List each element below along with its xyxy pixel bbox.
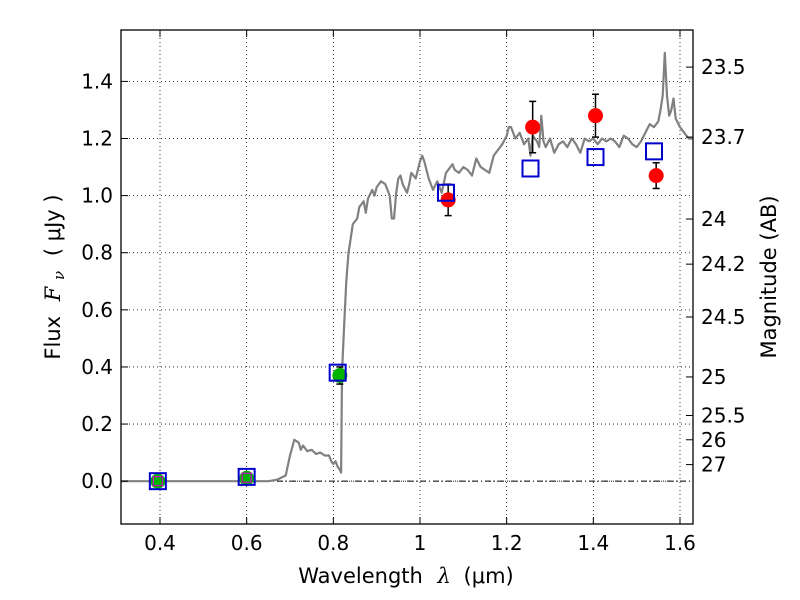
y-axis-title-subscript: ν (50, 271, 68, 280)
green-data-point (332, 368, 348, 384)
x-tick-label: 0.4 (144, 531, 176, 555)
y-tick-label: 0.2 (81, 412, 113, 436)
x-tick-label: 1.6 (664, 531, 696, 555)
model-square-marker (328, 363, 347, 382)
model-square-marker (437, 183, 455, 202)
spectrum-line (121, 51, 693, 483)
plot-frame (120, 29, 694, 525)
model-square-marker (521, 159, 540, 178)
y-tick-label: 0.4 (81, 355, 113, 379)
red-data-point (525, 119, 541, 135)
x-axis-title: Wavelength λ (μm) (298, 564, 513, 588)
y-axis-title-main: Flux (41, 316, 65, 360)
y-tick-label: 1.0 (81, 184, 113, 208)
y2-tick-label: 23.7 (701, 125, 746, 149)
optical-small-marker (152, 476, 163, 487)
y2-tick-label: 24.5 (701, 305, 746, 329)
y2-axis-title: Magnitude (AB) (757, 195, 781, 358)
x-tick-label: 1 (414, 531, 427, 555)
grid-lines (121, 30, 693, 524)
x-axis-title-symbol: λ (437, 564, 451, 588)
y-tick-label: 0.6 (81, 298, 113, 322)
model-square-marker (148, 472, 167, 491)
data-series (121, 51, 693, 491)
y2-tick-label: 25.5 (701, 403, 746, 427)
y-tick-label: 0.8 (81, 241, 113, 265)
model-square-marker (645, 142, 663, 161)
y-axis-title: Flux F ν ( μJy ) (41, 194, 69, 359)
y2-tick-label: 25 (701, 365, 726, 389)
axis-ticks: 0.4 0.6 0.8 1 1.2 1.4 1.6 0.0 0.2 0.4 0.6 0.8 1.0 1.2… (81, 30, 746, 555)
x-axis-title-main: Wavelength (298, 564, 423, 588)
x-axis-title-unit: (μm) (464, 564, 514, 588)
y-tick-label: 0.0 (81, 469, 113, 493)
y-tick-label: 1.4 (81, 69, 113, 93)
x-tick-label: 1.4 (577, 531, 609, 555)
y-tick-label: 1.2 (81, 127, 113, 151)
y2-tick-label: 24 (701, 207, 726, 231)
model-square-marker (586, 148, 605, 167)
y2-tick-label: 26 (701, 428, 726, 452)
y2-tick-label: 23.5 (701, 55, 746, 79)
red-data-point (648, 168, 664, 184)
x-tick-label: 0.8 (317, 531, 349, 555)
green-data-point (150, 473, 166, 489)
model-square-marker (237, 467, 256, 486)
x-tick-label: 0.6 (231, 531, 263, 555)
red-data-point (588, 108, 603, 124)
y2-tick-label: 27 (701, 453, 726, 477)
optical-small-marker (241, 472, 252, 483)
y2-tick-label: 24.2 (701, 252, 746, 276)
x-tick-label: 1.2 (491, 531, 523, 555)
y-axis-title-unit: ( μJy ) (41, 194, 65, 256)
y-axis-title-symbol: F (41, 285, 65, 302)
